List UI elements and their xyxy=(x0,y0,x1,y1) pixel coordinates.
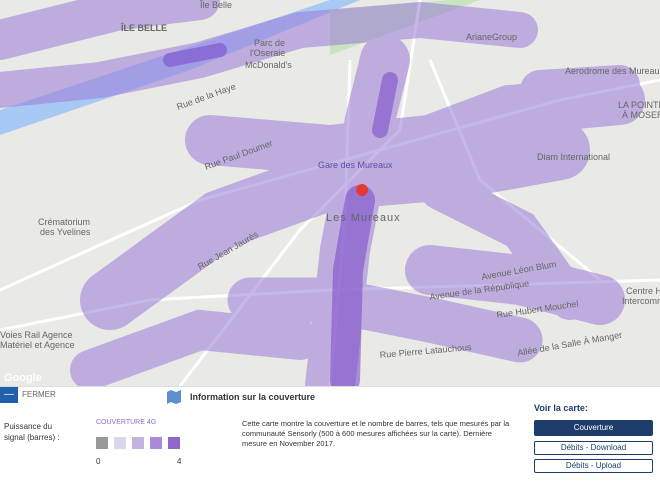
swatch xyxy=(96,437,108,449)
swatch xyxy=(132,437,144,449)
legend-label: Puissance du signal (barres) : xyxy=(4,422,60,442)
coverage-button[interactable]: Couverture xyxy=(534,420,653,436)
place-label: l'Oseraie xyxy=(250,48,285,58)
legend-max: 4 xyxy=(177,457,182,466)
upload-button[interactable]: Débits - Upload xyxy=(534,459,653,473)
place-label: Parc de xyxy=(254,38,285,48)
google-logo: Google xyxy=(4,372,42,384)
legend-title: COUVERTURE 4G xyxy=(96,419,157,426)
place-label: Diam International xyxy=(537,152,610,162)
place-label: Aerodrome des Mureaux xyxy=(565,66,660,76)
place-label: McDonald's xyxy=(245,60,292,70)
place-label: Voies Rail Agence xyxy=(0,330,73,340)
panel-title: Information sur la couverture xyxy=(190,392,316,402)
swatch xyxy=(150,437,162,449)
place-label: Intercomm xyxy=(622,296,660,306)
place-label: ArianeGroup xyxy=(466,32,517,42)
place-label: Matériel et Agence xyxy=(0,340,75,350)
map: ÎLE BELLE Île Belle Parc de l'Oseraie Mc… xyxy=(0,0,660,386)
place-label: LA POINTE xyxy=(618,100,660,110)
description: Cette carte montre la couverture et le n… xyxy=(242,419,510,448)
toggle-button[interactable]: — xyxy=(0,387,18,403)
swatch xyxy=(114,437,126,449)
coverage-strong xyxy=(163,43,398,386)
place-label: Crématorium xyxy=(38,217,90,227)
place-label: ÎLE BELLE xyxy=(120,22,167,33)
place-label: Gare des Mureaux xyxy=(318,160,393,170)
download-button[interactable]: Débits - Download xyxy=(534,441,653,455)
place-label: des Yvelines xyxy=(40,227,91,237)
city-label: Les Mureaux xyxy=(326,212,401,224)
place-label: Centre Ho xyxy=(626,286,660,296)
swatch xyxy=(168,437,180,449)
view-title: Voir la carte: xyxy=(534,403,588,413)
marker xyxy=(356,184,369,212)
place-label: À MOSER xyxy=(622,110,660,120)
info-panel: — FERMER Information sur la couverture P… xyxy=(0,386,660,487)
map-icon xyxy=(167,390,181,404)
close-link[interactable]: FERMER xyxy=(22,390,56,399)
legend-min: 0 xyxy=(96,457,101,466)
street-label: Île Belle xyxy=(199,0,232,10)
